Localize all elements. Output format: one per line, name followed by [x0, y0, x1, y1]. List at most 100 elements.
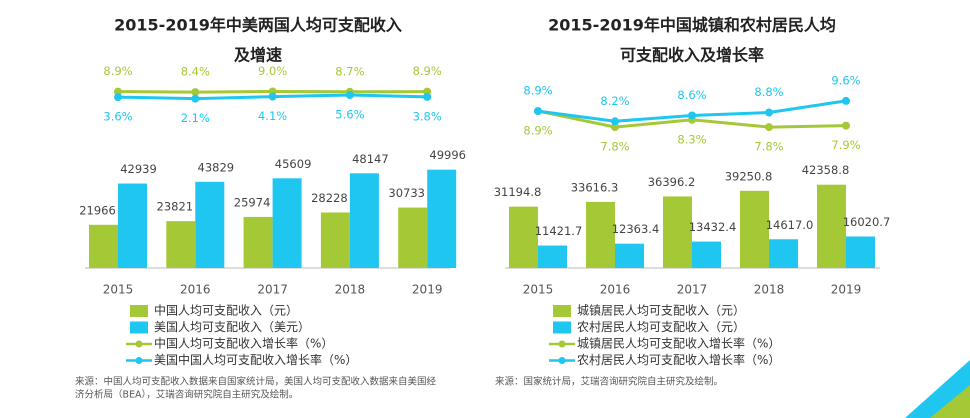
data-label: 2.1%: [181, 111, 210, 125]
bar: [272, 178, 302, 268]
data-label: 8.3%: [677, 132, 706, 146]
chart-title: 可支配收入及增长率: [620, 46, 764, 65]
line-point: [345, 91, 354, 100]
bar: [663, 196, 692, 268]
data-label: 13432.4: [689, 220, 737, 234]
legend-swatch: [135, 340, 143, 348]
data-label: 43829: [198, 160, 235, 174]
bar: [89, 224, 118, 268]
line-point: [191, 94, 200, 103]
data-label: 39250.8: [725, 169, 773, 183]
bar: [427, 169, 457, 268]
x-tick-label: 2015: [103, 283, 134, 297]
data-label: 8.6%: [677, 88, 706, 102]
data-label: 12363.4: [612, 222, 660, 236]
data-label: 7.9%: [831, 138, 860, 152]
x-tick-label: 2018: [335, 283, 366, 297]
legend-label: 城镇居民人均可支配收入（元）: [577, 304, 745, 318]
legend-label: 农村居民人均可支配收入增长率（%）: [577, 352, 780, 367]
x-tick-label: 2016: [180, 283, 211, 297]
source-note: 来源：中国人均可支配收入数据来自国家统计局，美国人均可支配收入数据来自美国经: [75, 376, 437, 388]
data-label: 14617.0: [766, 218, 814, 232]
x-tick-label: 2015: [523, 283, 554, 297]
bar: [349, 173, 379, 268]
data-label: 33616.3: [571, 180, 619, 194]
data-label: 30733: [388, 186, 425, 200]
legend-label: 农村居民人均可支配收入（元）: [577, 320, 745, 334]
data-label: 7.8%: [600, 140, 629, 154]
source-note: 来源：国家统计局，艾瑞咨询研究院自主研究及绘制。: [495, 376, 723, 388]
bar: [398, 207, 428, 268]
legend-swatch: [130, 305, 148, 317]
data-label: 8.9%: [523, 124, 552, 138]
data-label: 8.9%: [523, 84, 552, 98]
bar: [166, 221, 196, 268]
bar: [817, 184, 846, 268]
data-label: 8.7%: [335, 64, 364, 78]
line-point: [611, 123, 619, 132]
data-label: 36396.2: [648, 175, 696, 189]
x-tick-label: 2019: [831, 283, 862, 297]
legend-swatch: [135, 357, 143, 364]
line-point: [191, 88, 200, 97]
data-label: 8.4%: [181, 65, 210, 79]
bar: [692, 241, 721, 268]
data-label: 8.9%: [413, 64, 442, 78]
data-label: 16020.7: [843, 215, 891, 229]
corner-decoration: [930, 385, 970, 418]
data-label: 23821: [157, 200, 194, 214]
line-point: [534, 107, 542, 116]
data-label: 42939: [120, 162, 157, 176]
line-point: [765, 108, 773, 117]
bar: [320, 212, 350, 268]
data-label: 21966: [79, 203, 116, 217]
data-label: 9.0%: [258, 64, 287, 78]
legend-label: 城镇居民人均可支配收入增长率（%）: [577, 336, 780, 351]
legend-swatch: [553, 321, 571, 334]
legend-label: 中国人均可支配收入（元）: [154, 303, 298, 318]
data-label: 31194.8: [494, 185, 542, 199]
bar: [846, 236, 875, 268]
bar: [586, 201, 615, 268]
data-label: 42358.8: [802, 163, 850, 177]
line-point: [423, 92, 432, 101]
legend-label: 美国人均可支配收入（美元）: [154, 320, 310, 334]
legend-swatch: [130, 321, 148, 334]
data-label: 7.8%: [754, 140, 783, 154]
bar: [243, 216, 273, 268]
data-label: 9.6%: [831, 73, 860, 87]
line-point: [114, 87, 122, 96]
x-tick-label: 2016: [600, 283, 631, 297]
legend-label: 中国人均可支配收入增长率（%）: [154, 336, 333, 351]
data-label: 49996: [429, 148, 466, 162]
line-point: [268, 92, 277, 101]
x-tick-label: 2017: [677, 283, 708, 297]
data-label: 8.9%: [103, 64, 132, 78]
data-label: 45609: [275, 157, 312, 171]
line-point: [842, 121, 850, 130]
bar: [509, 206, 538, 268]
legend-swatch: [558, 340, 566, 348]
bar: [615, 243, 644, 268]
line-point: [765, 123, 773, 132]
bar: [769, 239, 798, 268]
bar: [118, 183, 147, 268]
legend-label: 美国中国人均可支配收入增长率（%）: [154, 352, 357, 367]
source-note: 济分析局（BEA），艾瑞咨询研究院自主研究及绘制。: [75, 389, 298, 401]
chart-title: 2015-2019年中国城镇和农村居民人均: [548, 16, 836, 35]
chart-title: 及增速: [234, 46, 282, 65]
x-tick-label: 2017: [257, 283, 288, 297]
legend-swatch: [553, 305, 571, 317]
data-label: 3.8%: [413, 109, 442, 123]
line-point: [611, 117, 619, 126]
bar: [195, 181, 225, 268]
x-tick-label: 2019: [412, 283, 443, 297]
legend-swatch: [558, 357, 566, 364]
data-label: 3.6%: [103, 110, 132, 124]
chart-title: 2015-2019年中美两国人均可支配收入: [114, 16, 402, 35]
data-label: 11421.7: [535, 224, 583, 238]
line-point: [842, 96, 850, 105]
line-point: [114, 93, 122, 102]
data-label: 48147: [352, 152, 389, 166]
